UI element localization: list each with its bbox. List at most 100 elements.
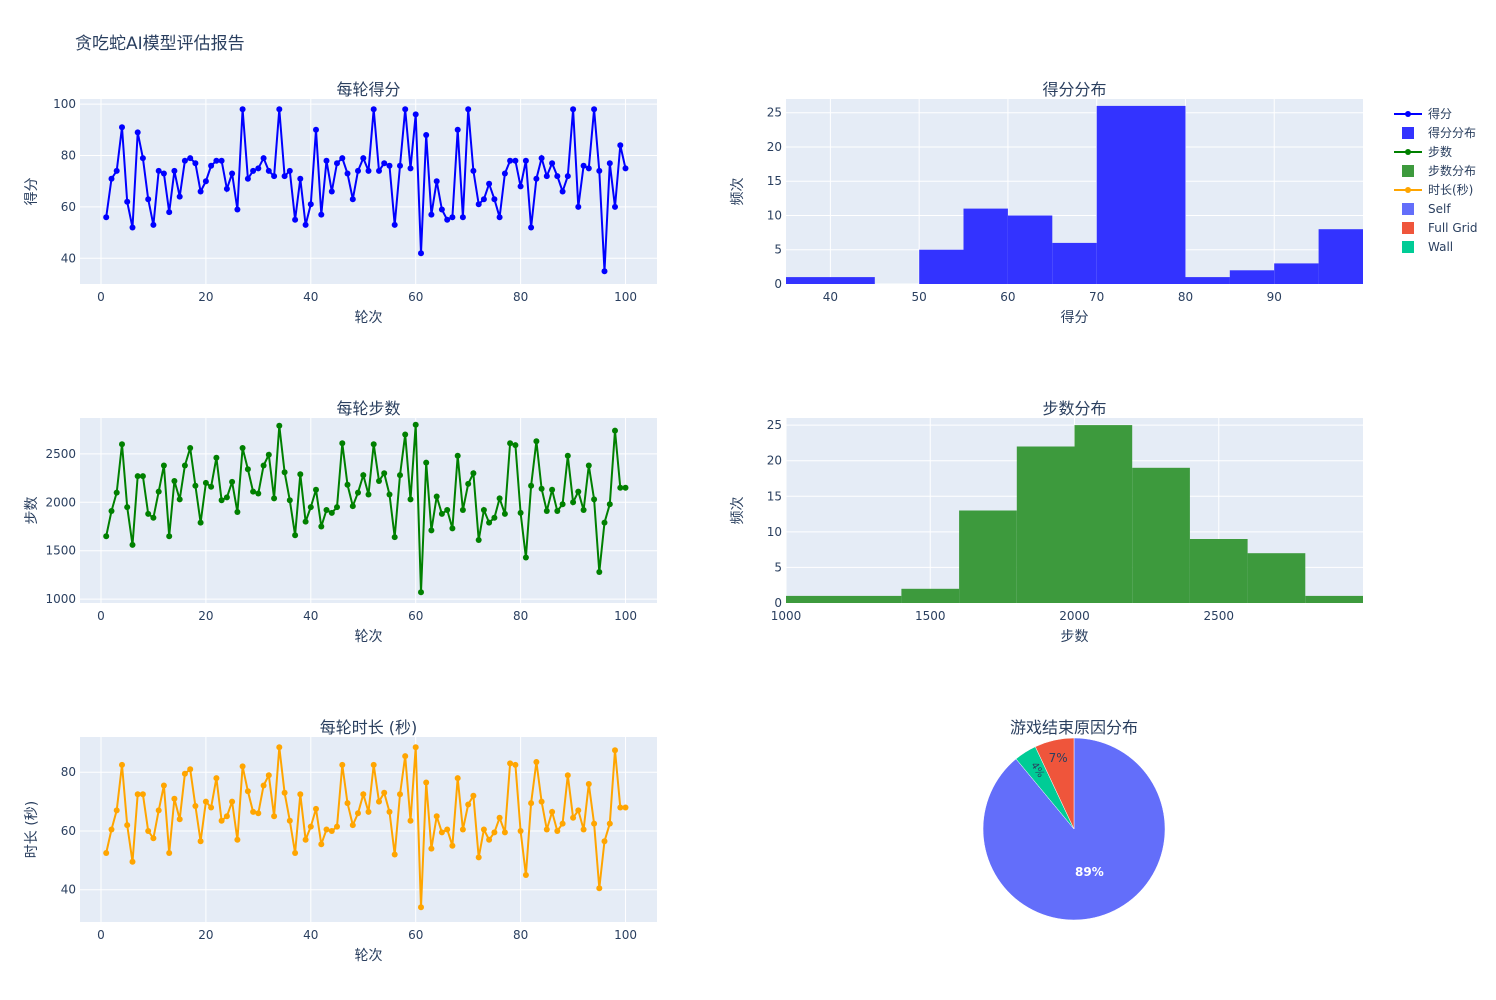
data-point (533, 175, 540, 182)
data-point (465, 801, 472, 808)
data-point (554, 173, 561, 180)
data-point (223, 813, 230, 820)
x-tick-label: 90 (1267, 290, 1282, 304)
data-point (528, 482, 535, 489)
data-point (108, 175, 115, 182)
data-point (507, 440, 514, 447)
data-point (265, 451, 272, 458)
data-point (229, 798, 236, 805)
data-point (538, 798, 545, 805)
data-point (386, 162, 393, 169)
data-point (197, 838, 204, 845)
data-point (265, 772, 272, 779)
data-point (208, 483, 215, 490)
data-point (402, 753, 409, 760)
legend-marker (1405, 111, 1411, 117)
data-point (145, 828, 152, 834)
x-tick-label: 1000 (771, 609, 802, 623)
data-point (213, 775, 220, 782)
data-point (591, 820, 598, 827)
y-tick-label: 80 (61, 149, 76, 163)
subplot-title: 每轮得分 (336, 80, 400, 99)
data-point (622, 804, 629, 811)
data-point (234, 836, 241, 843)
data-point (517, 183, 524, 190)
data-point (218, 497, 225, 504)
data-point (318, 841, 325, 848)
data-point (606, 160, 613, 167)
figure-title: 贪吃蛇AI模型评估报告 (75, 34, 245, 54)
data-point (192, 160, 199, 167)
x-tick-label: 60 (408, 290, 423, 304)
data-point (239, 763, 246, 770)
y-tick-label: 1500 (45, 544, 76, 558)
data-point (491, 829, 498, 836)
data-point (323, 507, 330, 513)
data-point (370, 106, 377, 113)
x-axis-title: 步数 (1061, 629, 1089, 645)
data-point (349, 503, 356, 510)
data-point (307, 504, 314, 511)
data-point (108, 508, 115, 514)
y-tick-label: 15 (767, 174, 782, 188)
data-point (596, 569, 603, 575)
data-point (444, 507, 451, 513)
y-tick-label: 20 (767, 454, 782, 468)
data-point (234, 509, 241, 515)
histogram-bar (1189, 539, 1248, 603)
histogram-bar (1132, 467, 1190, 603)
data-point (218, 157, 225, 164)
data-point (570, 814, 577, 821)
x-tick-label: 40 (303, 609, 318, 623)
legend-label: Self (1428, 202, 1451, 216)
data-point (119, 441, 125, 448)
data-point (585, 165, 592, 172)
data-point (276, 744, 283, 751)
data-point (145, 196, 152, 203)
data-point (318, 523, 325, 530)
data-point (459, 507, 466, 513)
data-point (475, 201, 482, 208)
data-point (155, 167, 162, 174)
data-point (181, 462, 188, 469)
x-tick-label: 2500 (1203, 609, 1234, 623)
data-point (465, 106, 472, 113)
data-point (265, 167, 272, 174)
data-point (229, 478, 236, 485)
data-point (444, 826, 451, 833)
data-point (355, 489, 361, 496)
series-line (105, 109, 627, 272)
data-point (124, 198, 131, 205)
x-tick-label: 60 (1000, 290, 1015, 304)
data-point (528, 224, 535, 231)
x-tick-label: 40 (823, 290, 838, 304)
data-point (402, 431, 409, 438)
legend-label: Full Grid (1428, 221, 1478, 235)
data-point (202, 798, 209, 805)
data-point (281, 173, 288, 180)
y-tick-label: 80 (61, 765, 76, 779)
data-point (418, 250, 424, 257)
data-point (580, 162, 587, 169)
data-point (549, 160, 556, 167)
data-point (381, 789, 388, 796)
data-point (454, 126, 461, 133)
x-tick-label: 0 (97, 609, 105, 623)
data-point (113, 807, 120, 814)
data-point (313, 486, 319, 493)
data-point (549, 808, 556, 815)
plot-area (80, 737, 657, 922)
data-point (470, 167, 477, 174)
data-point (470, 470, 477, 477)
data-point (397, 162, 403, 169)
data-point (328, 828, 335, 834)
data-point (622, 484, 629, 491)
data-point (234, 206, 241, 213)
data-point (433, 493, 440, 500)
data-point (596, 885, 603, 892)
x-axis-title: 轮次 (355, 948, 383, 964)
legend-label: 时长(秒) (1428, 183, 1473, 197)
y-axis-title: 得分 (23, 178, 40, 206)
data-point (208, 804, 215, 811)
